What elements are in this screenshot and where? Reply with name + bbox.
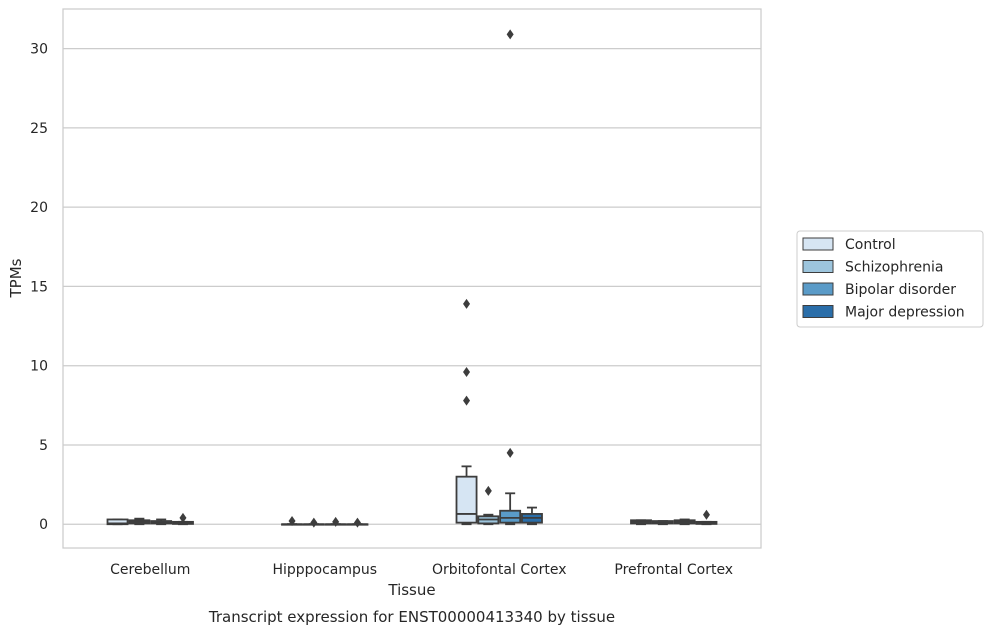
legend-label: Major depression: [845, 305, 965, 321]
outlier-point: [702, 509, 710, 520]
chart-title: Transcript expression for ENST0000041334…: [208, 608, 615, 626]
outlier-point: [484, 485, 492, 496]
x-tick-label: Prefrontal Cortex: [614, 562, 733, 578]
box-bipolar-disorder: [150, 518, 173, 526]
outlier-point: [288, 516, 296, 527]
box-control: [630, 519, 652, 526]
outlier-point: [506, 29, 514, 40]
box-bipolar-disorder: [673, 518, 696, 526]
box-bipolar-disorder: [324, 516, 347, 527]
y-tick-label: 20: [30, 200, 48, 216]
x-tick-label: Orbitofontal Cortex: [432, 562, 567, 578]
box-major-depression: [521, 506, 543, 526]
legend-swatch: [802, 260, 834, 273]
box-schizophrenia: [651, 520, 674, 526]
x-axis-label: Tissue: [387, 581, 435, 599]
box-major-depression: [172, 512, 194, 526]
outlier-point: [179, 512, 187, 523]
y-tick-labels: 0 5 10 15 20 25 30: [30, 42, 48, 534]
legend: Control Schizophrenia Bipolar disorder Majo…: [796, 230, 984, 328]
box-major-depression: [346, 517, 369, 528]
legend-swatch: [802, 282, 834, 296]
y-tick-label: 0: [39, 517, 48, 533]
grid: [63, 48, 761, 525]
outlier-point: [463, 367, 471, 378]
box-schizophrenia: [477, 485, 500, 526]
outlier-point: [353, 517, 361, 528]
box: [499, 509, 522, 524]
x-tick-labels: Cerebellum Hipppocampus Orbitofontal Corte…: [110, 562, 733, 578]
box-schizophrenia: [128, 517, 151, 526]
legend-swatch: [802, 305, 834, 318]
legend-label: Control: [845, 237, 896, 253]
y-axis-label: TPMs: [7, 258, 25, 298]
box-schizophrenia: [302, 517, 325, 528]
x-tick-label: Hipppocampus: [272, 562, 377, 578]
y-tick-label: 25: [30, 121, 48, 137]
x-tick-label: Cerebellum: [110, 562, 190, 578]
box-control: [106, 518, 129, 526]
y-tick-label: 5: [39, 438, 48, 454]
box-control: [455, 298, 478, 526]
box-bipolar-disorder: [499, 29, 522, 526]
y-tick-label: 10: [30, 359, 48, 375]
box: [455, 475, 478, 524]
legend-label: Bipolar disorder: [845, 282, 956, 298]
y-tick-label: 15: [30, 279, 48, 295]
plot-frame: [62, 8, 762, 549]
y-tick-label: 30: [30, 42, 48, 58]
legend-label: Schizophrenia: [845, 260, 943, 276]
outlier-point: [506, 447, 514, 458]
legend-frame: [796, 230, 984, 328]
outlier-point: [332, 516, 340, 527]
box-major-depression: [695, 509, 718, 526]
boxplots: [106, 29, 718, 528]
box-control: [281, 516, 303, 527]
plot-background: [63, 9, 761, 548]
outlier-point: [310, 517, 318, 528]
legend-swatch: [802, 237, 834, 251]
outlier-point: [463, 395, 471, 406]
outlier-point: [463, 298, 471, 309]
